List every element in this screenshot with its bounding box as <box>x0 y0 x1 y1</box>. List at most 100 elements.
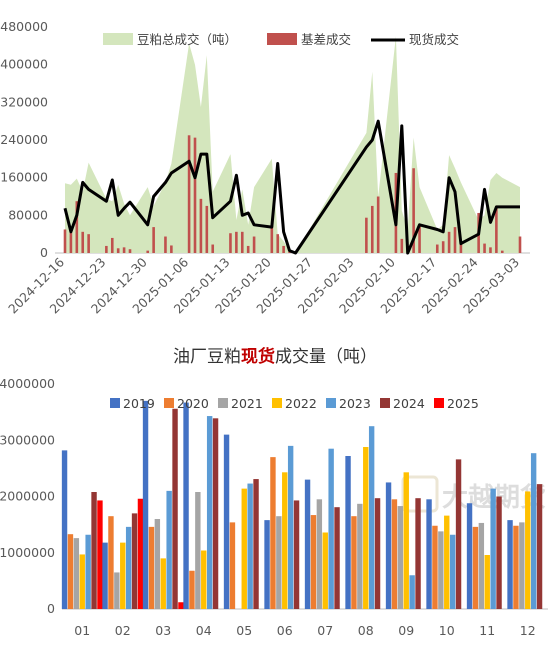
title-part: 油厂豆粕 <box>173 347 241 367</box>
bar-2019 <box>507 520 513 609</box>
x-tick-label: 11 <box>479 623 495 638</box>
bar-2022 <box>79 554 85 609</box>
basis-bar <box>116 248 120 253</box>
bar-2022 <box>322 532 328 609</box>
basis-bar <box>193 137 197 253</box>
bar-2020 <box>229 522 236 609</box>
legend-swatch-2025 <box>434 398 444 408</box>
bar-2025 <box>178 602 184 609</box>
legend-swatch-basis <box>267 33 297 45</box>
bar-2022 <box>363 447 369 609</box>
bar-2023 <box>85 534 91 609</box>
bar-2020 <box>310 515 317 609</box>
basis-bar <box>81 231 85 253</box>
bar-2020 <box>148 526 155 609</box>
bar-2021 <box>316 499 323 609</box>
legend-swatch-2023 <box>326 398 336 408</box>
y-tick-label: 4000000 <box>0 376 55 391</box>
bar-2021 <box>397 506 404 609</box>
bar-2022 <box>484 555 490 609</box>
bar-2022 <box>444 515 450 609</box>
bar-2021 <box>357 503 363 609</box>
bar-2021 <box>438 531 444 609</box>
basis-bar <box>170 245 173 253</box>
basis-bar <box>63 229 67 253</box>
bar-2021 <box>276 516 282 609</box>
chart-daily-transactions: 0800001600002400003200004000004800002024… <box>0 19 530 316</box>
bar-2021 <box>195 492 201 609</box>
x-tick-label: 06 <box>277 623 293 638</box>
legend-label-2025: 2025 <box>447 396 479 411</box>
bar-2023 <box>166 490 172 609</box>
bar-2020 <box>513 525 519 609</box>
basis-bar <box>483 243 486 253</box>
legend-label-2022: 2022 <box>285 396 317 411</box>
bar-2024 <box>415 498 421 609</box>
y-tick-label: 1000000 <box>0 545 55 560</box>
spot-volume-line <box>63 119 520 255</box>
basis-bar <box>229 233 232 253</box>
legend-label-2019: 2019 <box>123 396 155 411</box>
y-tick-label: 480000 <box>0 19 48 34</box>
bar-2020 <box>108 516 114 609</box>
basis-bar <box>418 224 421 253</box>
bar-2019 <box>466 503 473 609</box>
bar-2023 <box>125 526 132 609</box>
x-tick-label: 12 <box>520 623 536 638</box>
basis-bar <box>146 250 150 253</box>
legend-label-2024: 2024 <box>393 396 425 411</box>
basis-bar <box>288 252 291 253</box>
bar-2022 <box>120 542 126 609</box>
bar-2023 <box>287 445 294 609</box>
bar-2023 <box>328 448 334 609</box>
basis-bar <box>252 236 256 253</box>
bar-2023 <box>530 453 537 609</box>
bar-2019 <box>385 482 392 609</box>
bar-2019 <box>142 400 149 609</box>
basis-bar <box>276 234 280 253</box>
bar-2024 <box>536 484 543 609</box>
bar-2024 <box>172 408 178 609</box>
legend-swatch-2024 <box>380 398 390 408</box>
bar-2024 <box>374 498 381 609</box>
basis-bar <box>441 241 445 253</box>
y-tick-label: 400000 <box>0 57 48 72</box>
x-tick-label: 05 <box>236 623 252 638</box>
legend-swatch-2022 <box>272 398 282 408</box>
basis-bar <box>500 250 504 253</box>
bar-2019 <box>304 479 311 609</box>
basis-bar <box>370 205 374 253</box>
basis-bar <box>187 135 191 253</box>
title-highlight: 现货 <box>241 346 275 367</box>
bar-2019 <box>345 456 351 609</box>
bar-2020 <box>472 526 479 609</box>
basis-bar <box>270 225 274 253</box>
bar-2024 <box>212 418 219 609</box>
x-tick-label: 07 <box>317 623 333 638</box>
bar-2021 <box>114 572 120 609</box>
basis-bar <box>489 247 492 253</box>
bar-2019 <box>102 542 108 609</box>
basis-bar <box>211 244 215 253</box>
basis-bar <box>69 231 73 253</box>
bar-2023 <box>449 534 456 609</box>
legend-swatch-2019 <box>110 398 120 408</box>
x-tick-label: 01 <box>74 623 90 638</box>
bar-2024 <box>253 479 259 609</box>
basis-bar <box>365 217 368 253</box>
legend-swatch-total <box>103 33 133 45</box>
bar-2024 <box>496 496 502 609</box>
bar-2022 <box>282 472 288 609</box>
bar-2024 <box>131 513 138 609</box>
basis-bar <box>199 198 203 253</box>
bar-2023 <box>368 426 375 609</box>
bar-2019 <box>223 434 230 609</box>
bar-2023 <box>490 488 496 609</box>
basis-bar <box>205 205 209 253</box>
bar-2021 <box>478 522 485 609</box>
basis-bar <box>128 249 132 253</box>
bar-2020 <box>351 516 357 609</box>
y-tick-label: 320000 <box>0 94 48 109</box>
basis-bar <box>105 245 108 253</box>
title-part: 成交量（吨） <box>275 347 377 367</box>
